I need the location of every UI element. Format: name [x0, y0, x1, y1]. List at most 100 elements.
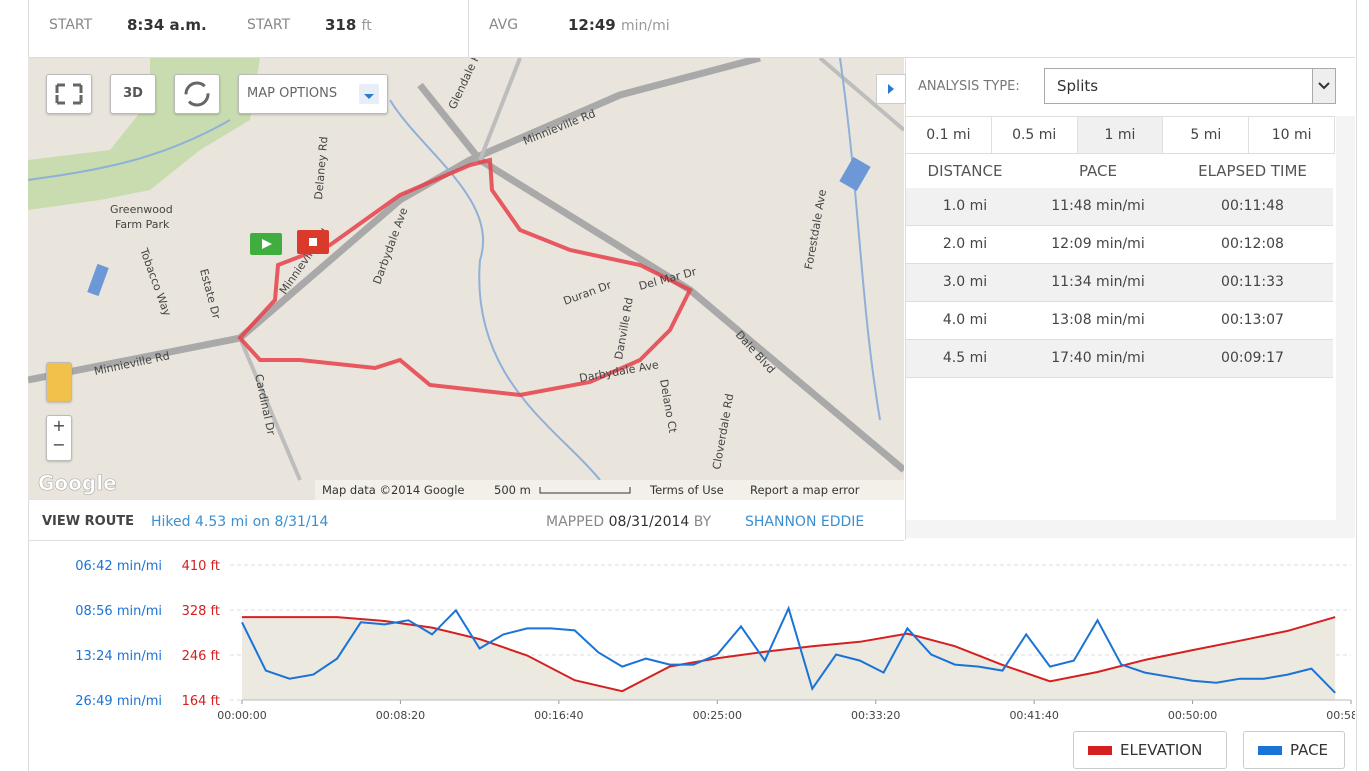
route [237, 157, 693, 398]
3d-label: 3D [123, 86, 143, 101]
scale-label: 500 m [494, 483, 531, 497]
pond [87, 263, 109, 297]
analysis-panel: ANALYSIS TYPE: Splits 0.1 mi 0.5 mi 1 mi 5 … [876, 58, 1356, 540]
divider [468, 0, 469, 57]
x-tick-label: 00:16:40 [534, 709, 583, 722]
play-icon [262, 239, 272, 249]
table-cell: 00:12:08 [1221, 236, 1284, 252]
pond [839, 156, 871, 192]
rotate-button[interactable] [174, 74, 220, 114]
attribution-bar [315, 480, 904, 500]
legend-item[interactable]: PACE [1243, 731, 1345, 769]
map-label: Greenwood [110, 203, 173, 216]
series-line [242, 616, 1336, 693]
x-tick-label: 00:58:20 [1326, 709, 1355, 722]
series-line [241, 605, 1336, 694]
analysis-label: ANALYSIS TYPE: [918, 79, 1020, 94]
fullscreen-icon [55, 83, 83, 105]
table-cell: 4.5 mi [942, 350, 988, 366]
y2-tick-label: 06:42 min/mi [75, 559, 162, 574]
dropdown-arrow [359, 84, 379, 104]
panel-toggle[interactable] [876, 74, 906, 104]
analysis-selected: Splits [1057, 77, 1099, 95]
stop-icon [309, 238, 317, 246]
table-cell: 1.0 mi [942, 198, 988, 214]
stat-number: 318 [325, 16, 357, 34]
stats-bar [28, 0, 1355, 58]
table-header: DISTANCE PACE ELAPSED TIME [906, 153, 1333, 189]
table-cell: 13:08 min/mi [1051, 312, 1145, 328]
scrollbar[interactable] [1336, 116, 1355, 538]
y-tick-label: 246 ft [182, 649, 220, 664]
map-label: Farm Park [115, 218, 170, 231]
h-scrollbar[interactable] [906, 520, 1336, 538]
tab[interactable]: 0.5 mi [992, 117, 1078, 153]
scale-bar [539, 487, 631, 494]
report-link[interactable]: Report a map error [750, 483, 860, 497]
elevation-area [242, 617, 1336, 700]
map-options-button[interactable]: MAP OPTIONS [238, 74, 388, 114]
y2-tick-label: 13:24 min/mi [75, 649, 162, 664]
road [417, 82, 904, 473]
y-tick-label: 410 ft [182, 559, 220, 574]
map[interactable]: Minnieville Rd Minnieville Rd Minnievill… [28, 58, 904, 500]
legend-item[interactable]: ELEVATION [1073, 731, 1227, 769]
column-header: DISTANCE [927, 162, 1003, 180]
column-header: ELAPSED TIME [1198, 162, 1307, 180]
map-label: Delaney Rd [312, 136, 330, 200]
mapped-date: 08/31/2014 [608, 514, 690, 530]
table-cell: 12:09 min/mi [1051, 236, 1145, 252]
x-tick-label: 00:33:20 [851, 709, 900, 722]
column-header: PACE [1078, 162, 1118, 180]
y-tick-label: 164 ft [182, 694, 220, 709]
zoom-out[interactable]: − [52, 435, 66, 454]
view-route[interactable]: VIEW ROUTE [42, 514, 135, 529]
table-cell: 11:48 min/mi [1051, 198, 1145, 214]
analysis-select[interactable]: Splits [1044, 68, 1336, 104]
terms-link[interactable]: Terms of Use [649, 483, 724, 497]
y2-tick-label: 08:56 min/mi [75, 604, 162, 619]
stream [28, 58, 881, 481]
x-tick-label: 00:50:00 [1168, 709, 1217, 722]
table-row: 4.0 mi 13:08 min/mi 00:13:07 [906, 302, 1333, 340]
route-bar [28, 500, 904, 541]
fullscreen-button[interactable] [46, 74, 92, 114]
table-cell: 00:11:48 [1221, 198, 1284, 214]
stat-label: AVG [489, 17, 519, 33]
mapped-label: MAPPED 08/31/2014 BY [546, 514, 711, 530]
y-tick-label: 328 ft [182, 604, 220, 619]
tab[interactable]: 10 mi [1249, 117, 1335, 153]
tab[interactable]: 5 mi [1163, 117, 1250, 153]
mapped: MAPPED [546, 514, 605, 530]
zoom-in[interactable]: + [52, 416, 66, 435]
x-tick-label: 00:08:20 [376, 709, 425, 722]
stat-value: 318 ft [325, 16, 372, 34]
table-row: 4.5 mi 17:40 min/mi 00:09:17 [906, 340, 1333, 378]
legend-label: PACE [1290, 741, 1329, 759]
tab[interactable]: 0.1 mi [906, 117, 992, 153]
author[interactable]: SHANNON EDDIE [745, 514, 865, 530]
table-cell: 17:40 min/mi [1051, 350, 1145, 366]
table-cell: 4.0 mi [942, 312, 988, 328]
legend-swatch [1258, 746, 1282, 755]
stat-value: 12:49 min/mi [568, 16, 670, 34]
route-summary[interactable]: Hiked 4.53 mi on 8/31/14 [151, 514, 329, 530]
table-cell: 3.0 mi [942, 274, 988, 290]
pegman[interactable] [46, 362, 72, 402]
x-tick-label: 00:00:00 [217, 709, 266, 722]
x-tick-label: 00:41:40 [1009, 709, 1058, 722]
tab[interactable]: 1 mi [1077, 117, 1164, 153]
tabs: 0.1 mi 0.5 mi 1 mi 5 mi 10 mi [906, 116, 1335, 154]
table-row: 1.0 mi 11:48 min/mi 00:11:48 [906, 188, 1333, 226]
stat-unit: min/mi [620, 18, 670, 34]
road [238, 58, 904, 481]
y2-tick-label: 26:49 min/mi [75, 694, 162, 709]
select-arrow [1312, 69, 1335, 103]
zoom-control[interactable]: + − [46, 415, 72, 461]
stat-label: START [49, 17, 93, 33]
stat-number: 12:49 [568, 16, 616, 34]
by: BY [693, 514, 712, 530]
3d-button[interactable]: 3D [110, 74, 156, 114]
table-cell: 00:11:33 [1221, 274, 1284, 290]
